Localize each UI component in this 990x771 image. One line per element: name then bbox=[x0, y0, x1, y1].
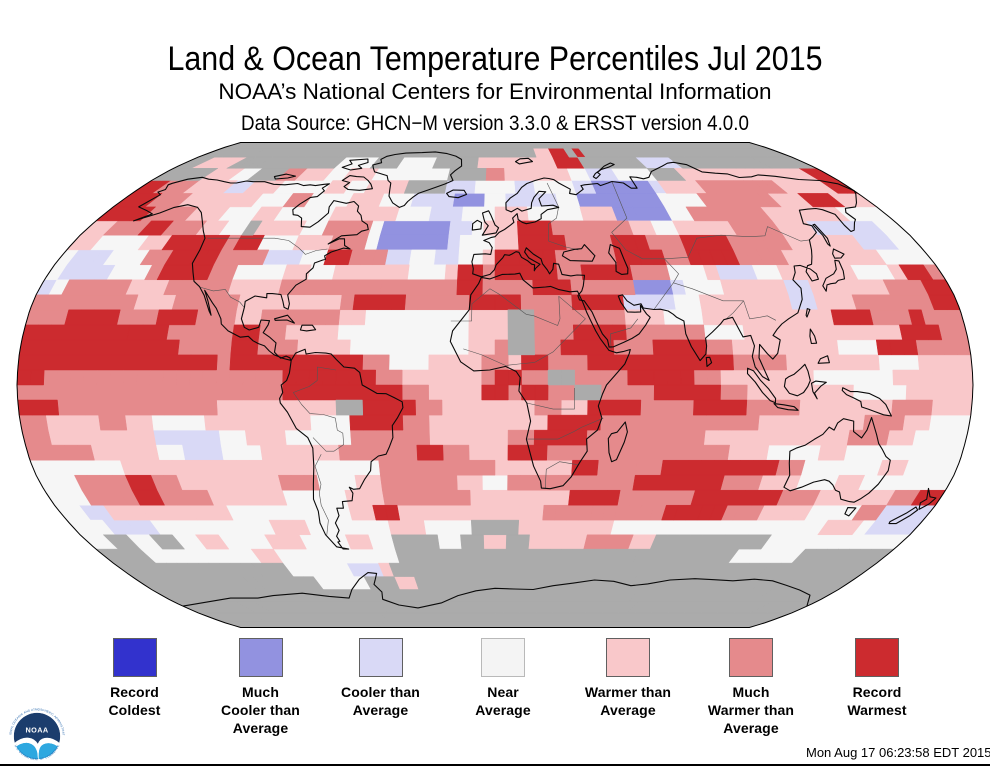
logo-sea2 bbox=[13, 742, 61, 759]
coastline bbox=[810, 380, 827, 400]
border-line bbox=[199, 286, 245, 308]
coastline bbox=[783, 363, 811, 397]
coastlines bbox=[133, 151, 937, 609]
timestamp: Mon Aug 17 06:23:58 EDT 2015 bbox=[806, 745, 990, 760]
cells-g bbox=[95, 142, 895, 628]
coastline bbox=[446, 189, 468, 199]
coastline bbox=[607, 421, 628, 463]
logo-noaa-text: NOAA bbox=[25, 726, 48, 735]
border-line bbox=[526, 387, 575, 410]
data-source-line: Data Source: GHCN−M version 3.3.0 & ERSS… bbox=[241, 112, 749, 135]
coastline bbox=[844, 507, 857, 517]
coastline bbox=[817, 355, 830, 364]
coastline bbox=[481, 210, 500, 236]
border-line bbox=[207, 237, 328, 255]
temperature-percentile-cells bbox=[16, 142, 974, 628]
coastline bbox=[592, 162, 615, 180]
border-line bbox=[293, 366, 344, 452]
coastline-antarctica bbox=[183, 572, 811, 609]
logo-sky bbox=[13, 712, 61, 744]
projection-boundary bbox=[16, 142, 974, 628]
coastline bbox=[274, 314, 295, 324]
country-borders bbox=[199, 181, 810, 535]
border-line bbox=[314, 454, 329, 535]
coastline bbox=[341, 158, 369, 171]
coastline bbox=[561, 244, 596, 262]
coastline bbox=[805, 308, 811, 318]
border-line bbox=[653, 282, 674, 310]
coastline bbox=[822, 259, 846, 292]
coastline bbox=[841, 387, 892, 417]
coastline bbox=[705, 356, 713, 367]
border-line bbox=[726, 300, 744, 320]
coastline bbox=[514, 157, 534, 165]
coastline bbox=[888, 506, 919, 525]
border-line bbox=[664, 258, 777, 321]
coastline bbox=[299, 324, 317, 332]
border-line bbox=[610, 318, 639, 349]
coastline bbox=[809, 328, 818, 345]
coastline bbox=[273, 173, 297, 180]
coastline bbox=[341, 175, 373, 191]
page-subtitle: NOAA’s National Centers for Environmenta… bbox=[218, 79, 772, 104]
border-line bbox=[526, 417, 604, 440]
page-title: Land & Ocean Temperature Percentiles Jul… bbox=[167, 40, 823, 78]
coastline bbox=[471, 219, 483, 231]
noaa-logo: NOAA NATIONAL OCEANIC AND ATMOSPHERIC AD… bbox=[8, 707, 65, 765]
coastline bbox=[812, 223, 831, 247]
coastline bbox=[918, 487, 937, 510]
coastline bbox=[832, 248, 845, 259]
border-line bbox=[450, 288, 586, 366]
border-line bbox=[544, 461, 578, 489]
coastline bbox=[372, 151, 463, 208]
coastline bbox=[279, 348, 404, 550]
coastline bbox=[783, 416, 891, 503]
coastline bbox=[133, 176, 369, 361]
coastline bbox=[773, 403, 799, 411]
coastline bbox=[449, 272, 631, 490]
coastline bbox=[608, 244, 629, 275]
bottom-border-line bbox=[0, 764, 990, 766]
coastline bbox=[746, 367, 777, 404]
border-line bbox=[611, 181, 810, 260]
coastline bbox=[471, 161, 858, 382]
